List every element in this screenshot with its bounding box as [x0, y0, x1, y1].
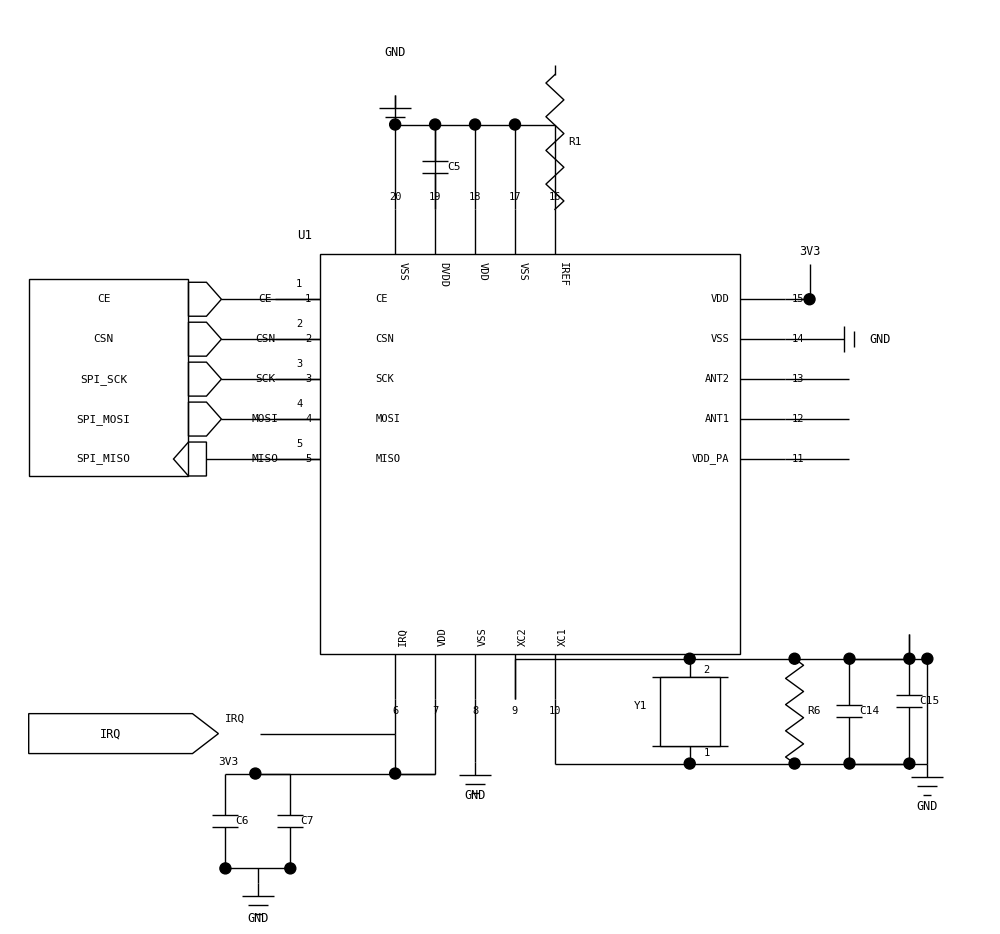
Text: IRQ: IRQ	[225, 714, 245, 724]
Bar	[660, 677, 720, 745]
Text: CSN: CSN	[375, 334, 394, 345]
Text: 10: 10	[549, 706, 561, 715]
Text: C14: C14	[859, 706, 880, 716]
Text: 7: 7	[432, 706, 438, 715]
Text: 3V3: 3V3	[799, 245, 820, 258]
Circle shape	[844, 653, 855, 664]
Circle shape	[250, 768, 261, 779]
Text: VDD_PA: VDD_PA	[692, 454, 730, 464]
Circle shape	[509, 119, 520, 130]
Text: MISO: MISO	[375, 454, 400, 464]
Text: 2: 2	[305, 334, 311, 345]
Text: 3: 3	[305, 375, 311, 384]
Text: 2: 2	[704, 665, 710, 674]
Text: 16: 16	[549, 192, 561, 203]
Text: 20: 20	[389, 192, 401, 203]
Text: C15: C15	[919, 696, 940, 706]
Text: 6: 6	[392, 706, 398, 715]
Text: 3: 3	[296, 360, 302, 369]
Text: IRQ: IRQ	[100, 727, 121, 740]
Text: IRQ: IRQ	[398, 627, 408, 645]
Text: CE: CE	[97, 294, 110, 304]
Circle shape	[904, 758, 915, 769]
Text: ANT2: ANT2	[705, 375, 730, 384]
Text: DVDD: DVDD	[438, 262, 448, 288]
Text: C5: C5	[447, 162, 461, 172]
Text: XC1: XC1	[558, 627, 568, 645]
Text: VDD: VDD	[711, 294, 730, 304]
Circle shape	[844, 758, 855, 769]
Circle shape	[789, 653, 800, 664]
Text: CSN: CSN	[255, 334, 275, 345]
Circle shape	[430, 119, 441, 130]
Circle shape	[904, 653, 915, 664]
Text: CSN: CSN	[93, 334, 114, 345]
Text: VSS: VSS	[711, 334, 730, 345]
Text: Y1: Y1	[634, 701, 648, 711]
Text: R6: R6	[808, 706, 821, 716]
Text: 5: 5	[296, 439, 302, 449]
Circle shape	[804, 294, 815, 304]
Text: 9: 9	[512, 706, 518, 715]
Text: 1: 1	[296, 279, 302, 290]
Text: 14: 14	[792, 334, 804, 345]
Text: MOSI: MOSI	[252, 414, 279, 424]
Text: VSS: VSS	[478, 627, 488, 645]
Text: XC2: XC2	[518, 627, 528, 645]
Text: 18: 18	[469, 192, 481, 203]
Text: IREF: IREF	[558, 262, 568, 288]
Text: 2: 2	[296, 319, 302, 329]
Circle shape	[684, 653, 695, 664]
Circle shape	[470, 119, 481, 130]
Text: GND: GND	[917, 800, 938, 813]
Circle shape	[285, 863, 296, 874]
Text: GND: GND	[869, 333, 891, 346]
Text: VDD: VDD	[478, 262, 488, 281]
Text: 12: 12	[792, 414, 804, 424]
Text: VDD: VDD	[438, 627, 448, 645]
Text: C6: C6	[235, 816, 249, 826]
Circle shape	[789, 758, 800, 769]
Text: 1: 1	[704, 747, 710, 757]
Text: 4: 4	[296, 399, 302, 409]
Text: 4: 4	[305, 414, 311, 424]
Text: VSS: VSS	[518, 262, 528, 281]
Circle shape	[390, 119, 401, 130]
Circle shape	[922, 653, 933, 664]
Text: 13: 13	[792, 375, 804, 384]
Text: SPI_SCK: SPI_SCK	[80, 374, 127, 385]
Text: U1: U1	[297, 230, 312, 242]
Text: MISO: MISO	[252, 454, 279, 464]
Text: VSS: VSS	[398, 262, 408, 281]
Text: CE: CE	[375, 294, 388, 304]
Text: 5: 5	[305, 454, 311, 464]
Text: MOSI: MOSI	[375, 414, 400, 424]
Text: 15: 15	[792, 294, 804, 304]
Text: GND: GND	[247, 912, 269, 925]
Text: 8: 8	[472, 706, 478, 715]
Text: SPI_MOSI: SPI_MOSI	[77, 414, 131, 425]
Text: 11: 11	[792, 454, 804, 464]
Text: GND: GND	[384, 46, 406, 59]
Text: ANT1: ANT1	[705, 414, 730, 424]
Bar	[29, 279, 188, 476]
Text: 3V3: 3V3	[218, 757, 238, 767]
Text: 17: 17	[509, 192, 521, 203]
Text: GND: GND	[464, 789, 486, 802]
Bar	[320, 254, 740, 654]
Text: C7: C7	[300, 816, 314, 826]
Text: 1: 1	[305, 294, 311, 304]
Text: SCK: SCK	[255, 375, 275, 384]
Text: R1: R1	[568, 137, 581, 147]
Text: SCK: SCK	[375, 375, 394, 384]
Text: CE: CE	[259, 294, 272, 304]
Circle shape	[390, 768, 401, 779]
Circle shape	[220, 863, 231, 874]
Text: SPI_MISO: SPI_MISO	[77, 454, 131, 464]
Circle shape	[684, 758, 695, 769]
Text: 19: 19	[429, 192, 441, 203]
